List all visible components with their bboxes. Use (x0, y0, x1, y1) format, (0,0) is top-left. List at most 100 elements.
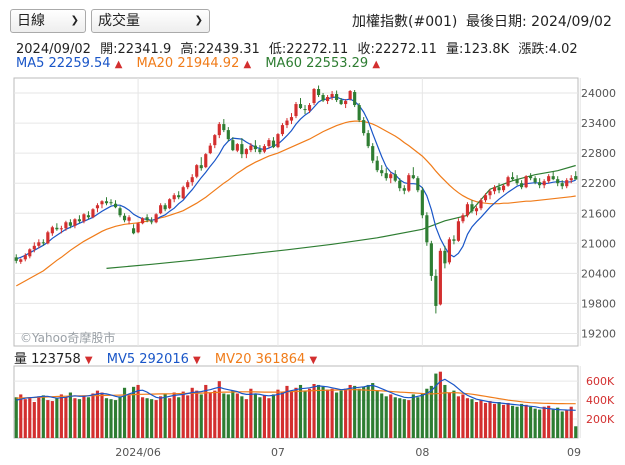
volume-bar (37, 396, 41, 438)
candle-body (371, 146, 375, 161)
candle-body (307, 105, 312, 111)
volume-bar (122, 387, 127, 438)
volume-bar (14, 397, 18, 438)
volume-bar (95, 390, 100, 438)
candle-body (64, 222, 68, 229)
volume-bars (14, 371, 578, 438)
candle-body (488, 191, 492, 196)
period-select-value: 日線 (17, 13, 45, 29)
volume-bar (59, 394, 63, 438)
vol-arrow: ▼ (84, 355, 93, 366)
volume-bar (398, 398, 402, 438)
candle-body (375, 160, 379, 171)
candle-body (59, 228, 63, 230)
volume-bar (547, 405, 551, 438)
info-open: 開:22341.9 (100, 42, 172, 57)
candle-body (68, 222, 72, 226)
volume-bar (569, 406, 573, 438)
candle-body (181, 187, 185, 199)
date-tick-label: 09 (567, 446, 581, 459)
candle-body (524, 176, 528, 188)
candle-body (547, 176, 551, 182)
volume-bar (163, 393, 167, 438)
candle-body (443, 250, 447, 264)
price-tick-label: 23400 (581, 117, 616, 130)
candle-body (398, 180, 402, 189)
volume-bar (330, 388, 334, 438)
volume-bar (402, 399, 406, 438)
candle-body (109, 202, 113, 204)
ma60-legend: MA60 22553.29 ▲ (265, 56, 380, 71)
volume-bar (235, 393, 239, 438)
candle-body (113, 203, 118, 208)
candle-body (510, 177, 515, 180)
candle-body (145, 217, 149, 221)
candle-body (276, 134, 280, 148)
info-close: 收:22272.11 (357, 42, 437, 57)
candle-body (447, 239, 451, 263)
candle-body (37, 242, 41, 246)
volume-bar (348, 384, 352, 438)
candle-body (19, 259, 23, 262)
volume-bar (276, 389, 280, 438)
volume-bar (136, 384, 140, 438)
volume-bar (181, 391, 185, 438)
candle-body (529, 176, 533, 179)
period-select[interactable]: 日線 ❯ (10, 9, 86, 33)
volume-tick-label: 400K (586, 394, 615, 407)
date-x-axis: 2024/06 07 08 09 (115, 446, 581, 459)
volume-bar (68, 392, 72, 438)
candle-body (402, 188, 406, 191)
candle-body (159, 205, 163, 214)
candle-body (483, 195, 488, 201)
candle-body (434, 275, 438, 306)
volume-bar (339, 390, 343, 438)
candle-body (240, 144, 244, 155)
volume-bar (312, 384, 316, 438)
candle-body (574, 176, 578, 180)
volume-bar (217, 381, 221, 438)
price-grid (13, 77, 581, 347)
candle-body (55, 227, 59, 230)
candle-body (452, 239, 456, 241)
candle-body (335, 94, 339, 101)
ma60-line (106, 164, 576, 269)
info-change: 漲跌:4.02 (518, 42, 578, 57)
last-date-label: 最後日期: 2024/09/02 (466, 14, 612, 30)
candle-body (326, 97, 330, 102)
candle-body (86, 215, 91, 218)
candle-body (217, 124, 221, 136)
candle-body (438, 250, 442, 305)
candle-body (127, 217, 131, 221)
candle-body (136, 223, 140, 233)
volume-bar (407, 400, 411, 438)
candle-body (226, 130, 230, 140)
volume-bar (461, 394, 465, 438)
volume-bar (145, 398, 149, 438)
candle-body (14, 257, 18, 261)
candle-body (362, 120, 366, 134)
candle-body (271, 140, 276, 148)
candle-body (168, 199, 172, 209)
volume-bar (249, 388, 253, 438)
volume-bar (479, 400, 483, 438)
candle-body (393, 174, 397, 181)
price-frame (13, 77, 579, 347)
volume-bar (524, 404, 528, 438)
indicator-select[interactable]: 成交量 ❯ (91, 9, 210, 33)
volume-bar (393, 397, 397, 438)
price-tick-label: 24000 (581, 87, 616, 100)
candle-body (150, 221, 154, 223)
volume-bar (50, 401, 54, 438)
volume-bar (271, 394, 276, 438)
info-high: 高:22439.31 (180, 42, 260, 57)
candle-body (303, 109, 307, 111)
candle-body (497, 187, 501, 191)
volume-bar (141, 397, 145, 438)
date-tick-label: 08 (415, 446, 429, 459)
volume-bar (231, 390, 235, 438)
mv20-legend-label: MV20 361864 (214, 352, 306, 367)
price-tick-label: 21600 (581, 207, 616, 220)
candle-body (312, 89, 316, 104)
